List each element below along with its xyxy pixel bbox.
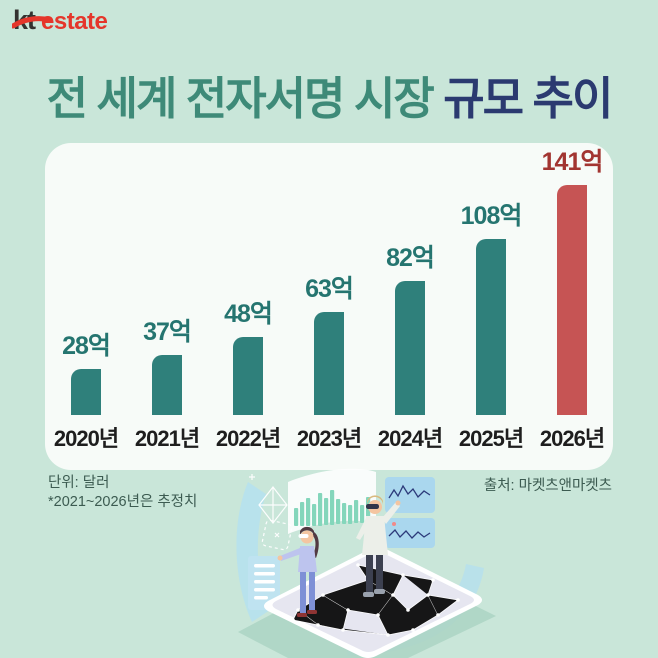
bar-value-label: 82억	[386, 244, 435, 272]
chart-card: 28억 37억 48억 63억 82억 108억 141억 2020년 2021년 2022년 2…	[45, 143, 613, 470]
kt-estate-logo: kt estate	[12, 5, 108, 35]
bar-value-label: 141억	[541, 148, 604, 176]
footnote-estimate: *2021~2026년은 추정치	[48, 493, 198, 510]
bar-value-label: 48억	[224, 300, 273, 328]
bar-chart-x-axis: 2020년 2021년 2022년 2023년 2024년 2025년 2026년	[45, 415, 613, 470]
vr-person-icon	[356, 495, 401, 597]
page-title-navy: 규모 추이	[432, 73, 613, 124]
bar-value-label: 37억	[143, 318, 192, 346]
vr-market-illustration	[236, 468, 496, 658]
bar-chart: 28억 37억 48억 63억 82억 108억 141억	[45, 143, 613, 415]
bar-value-label: 108억	[460, 202, 523, 230]
prism-outline-icon	[249, 474, 293, 551]
list-panel-icon	[248, 556, 280, 610]
bar	[152, 355, 182, 415]
bar-value-label: 28억	[62, 332, 111, 360]
bar-column: 141억	[532, 143, 613, 415]
x-axis-label: 2026년	[539, 426, 605, 451]
x-axis-label: 2023년	[296, 426, 362, 451]
footnote-unit: 단위: 달러	[48, 475, 110, 491]
bar	[557, 185, 587, 415]
footnote-source: 출처: 마켓츠앤마켓츠	[483, 478, 612, 494]
estate-logo-text: estate	[41, 8, 108, 35]
page-title-green: 전 세계 전자서명 시장	[46, 73, 435, 124]
bar-column: 28억	[46, 143, 127, 415]
bar-value-label: 63억	[305, 275, 354, 303]
hologram-bar-chart-icon	[288, 468, 376, 534]
bar	[314, 312, 344, 415]
vr-person-icon	[277, 526, 319, 617]
bar	[71, 369, 101, 415]
x-axis-label: 2025년	[458, 426, 524, 451]
bar-column: 82억	[370, 143, 451, 415]
x-axis-label: 2024년	[377, 426, 443, 451]
kt-logo-text: kt	[13, 5, 36, 35]
bar-column: 108억	[451, 143, 532, 415]
x-axis-label: 2020년	[53, 426, 119, 451]
page-title: 전 세계 전자서명 시장 규모 추이	[0, 74, 658, 124]
bar-column: 37억	[127, 143, 208, 415]
bar	[395, 281, 425, 415]
bar	[476, 239, 506, 415]
x-axis-label: 2022년	[215, 426, 281, 451]
bar-column: 48억	[208, 143, 289, 415]
footnote-left: 단위: 달러 *2021~2026년은 추정치	[48, 474, 197, 512]
x-axis-label: 2021년	[134, 426, 200, 451]
bar-column: 63억	[289, 143, 370, 415]
bar	[233, 337, 263, 415]
